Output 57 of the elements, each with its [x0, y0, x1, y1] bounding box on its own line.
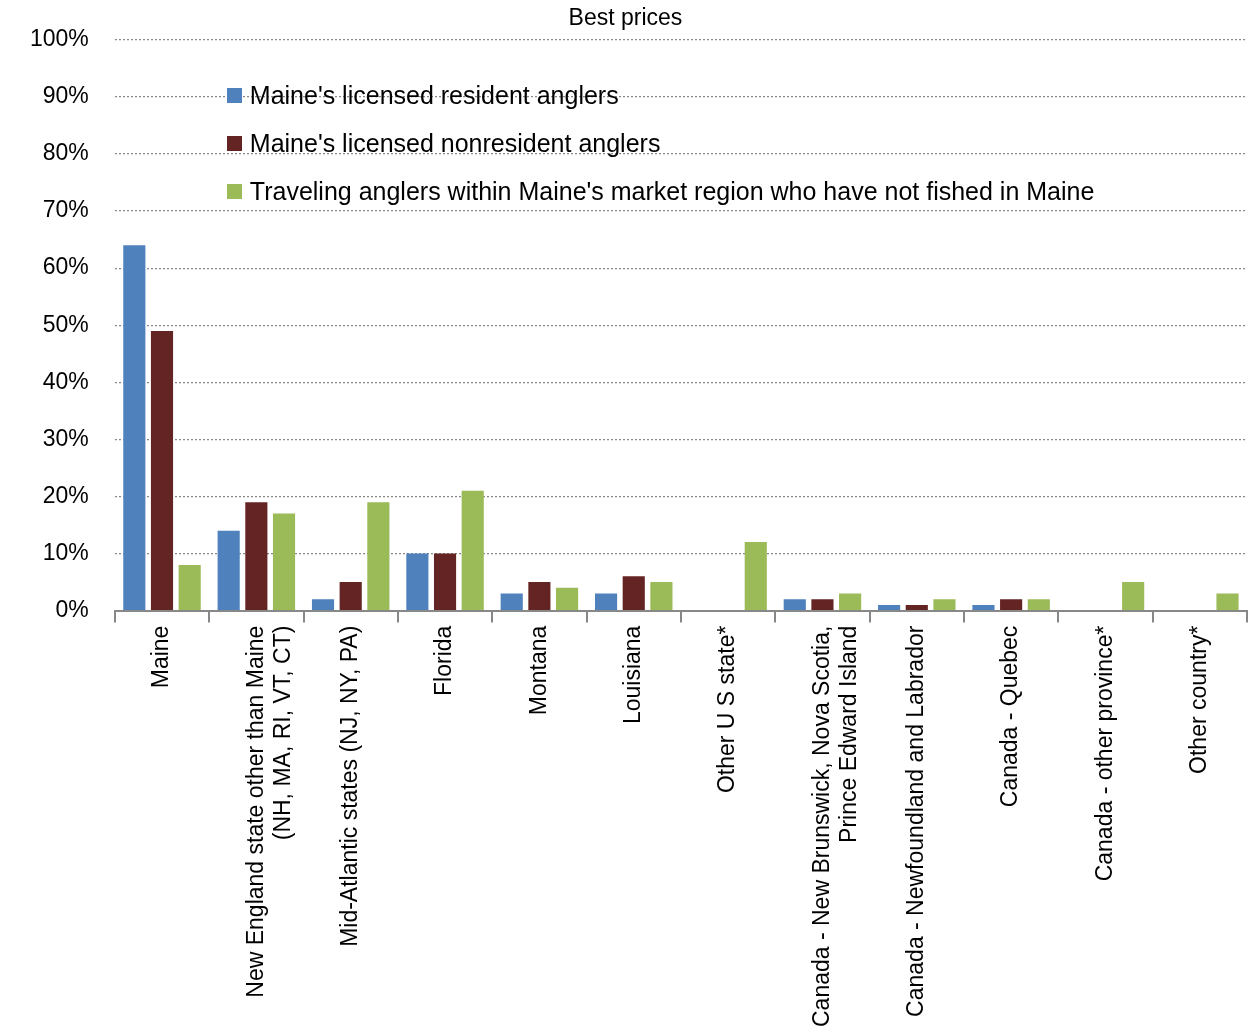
bar — [933, 599, 956, 611]
bar — [878, 604, 901, 611]
y-tick-label: 70% — [42, 196, 89, 223]
bar — [839, 593, 862, 611]
chart-title: Best prices — [568, 4, 683, 30]
x-tick-label: Other country* — [1185, 625, 1212, 774]
bar — [339, 582, 362, 611]
x-tick-label: Canada - New Brunswick, Nova Scotia, Prince Edward Island — [807, 625, 862, 1027]
bar — [1122, 582, 1145, 611]
y-tick-label: 90% — [42, 82, 89, 109]
bar — [178, 564, 201, 611]
x-tick-label: Canada - other province* — [1090, 625, 1117, 882]
bar — [311, 599, 335, 611]
legend-label: Traveling anglers within Maine's market region who have not fished in Maine — [249, 177, 1095, 207]
y-tick-label: 50% — [42, 310, 89, 337]
y-tick-label: 30% — [42, 424, 89, 451]
bar — [650, 582, 673, 611]
y-tick-label: 10% — [42, 538, 89, 565]
bar — [556, 587, 579, 611]
bar — [744, 542, 767, 611]
bar — [811, 599, 834, 611]
bar — [272, 513, 296, 611]
bar — [406, 553, 429, 611]
bar — [433, 553, 457, 611]
legend-label: Maine's licensed nonresident anglers — [249, 129, 661, 159]
x-tick-label: Montana — [524, 625, 551, 716]
x-tick-label: Louisiana — [619, 625, 646, 725]
x-tick-label: New England state other than Maine (NH, MA, RI, VT, CT) — [241, 625, 296, 998]
bar — [528, 582, 551, 611]
x-tick-label: Mid-Atlantic states (NJ, NY, PA) — [336, 625, 363, 947]
bar — [622, 576, 645, 611]
bar — [1216, 593, 1239, 611]
bar — [1000, 599, 1023, 611]
bar — [783, 599, 806, 611]
y-tick-label: 0% — [55, 595, 89, 622]
bar — [1027, 599, 1050, 611]
bar — [461, 490, 484, 611]
y-tick-label: 80% — [42, 139, 89, 166]
legend-label: Maine's licensed resident anglers — [249, 81, 619, 111]
y-tick-label: 20% — [42, 481, 89, 508]
x-tick-label: Maine — [147, 625, 174, 689]
y-tick-label: 40% — [42, 367, 89, 394]
bar — [500, 593, 523, 611]
bar — [367, 502, 390, 611]
bar — [972, 604, 995, 611]
bar — [150, 330, 174, 611]
bar — [123, 245, 146, 611]
x-tick-label: Canada - Quebec — [996, 625, 1023, 808]
bar — [905, 604, 928, 611]
x-tick-label: Other U S state* — [713, 625, 740, 794]
bar — [594, 593, 618, 611]
x-tick-label: Florida — [430, 625, 457, 696]
x-tick-label: Canada - Newfoundland and Labrador — [902, 625, 929, 1017]
bar — [217, 530, 240, 611]
bar — [245, 502, 268, 611]
y-tick-label: 60% — [42, 253, 89, 280]
y-tick-label: 100% — [30, 25, 89, 52]
